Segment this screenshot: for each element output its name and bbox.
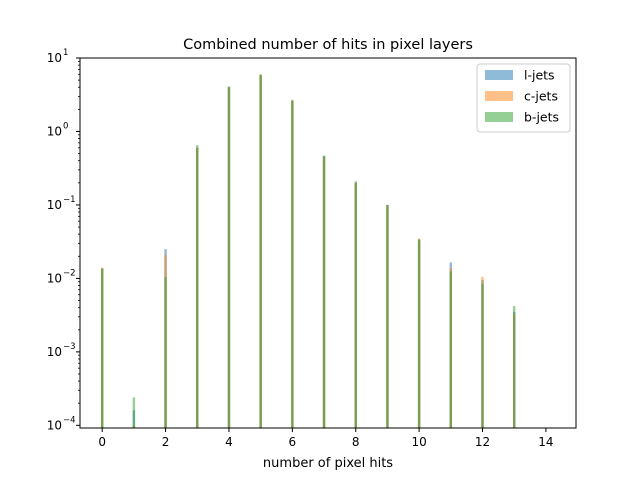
bar-b-jets-11 [449,271,453,428]
bar-b-jets-8 [354,181,357,428]
y-tick-label: 10 [47,51,62,65]
bar-b-jets-4 [227,86,231,428]
bar-b-jets-0 [100,268,104,428]
y-tick-exponent: 0 [63,121,68,131]
bar-b-jets-9 [386,204,389,428]
y-tick-label: 10 [47,271,62,285]
legend-swatch-b-jets [485,112,513,122]
bar-b-jets-10 [417,239,421,428]
x-tick-label: 6 [289,435,297,449]
x-tick-label: 14 [538,435,553,449]
y-tick-label: 10 [47,345,62,359]
chart-title: Combined number of hits in pixel layers [183,37,473,53]
y-tick-exponent: −4 [63,415,76,425]
bar-b-jets-6 [291,99,294,428]
legend-label-c-jets: c-jets [524,89,558,104]
legend-label-b-jets: b-jets [524,110,559,125]
x-tick-label: 8 [352,435,360,449]
y-tick-label: 10 [47,198,62,212]
x-tick-label: 10 [411,435,426,449]
x-axis: 0 2 4 6 8 10 12 14 [98,428,554,449]
x-tick-label: 2 [162,435,170,449]
x-tick-label: 0 [98,435,106,449]
y-tick-label: 10 [47,124,62,138]
x-axis-label: number of pixel hits [263,456,393,471]
legend-swatch-l-jets [485,70,513,80]
x-tick-label: 4 [225,435,233,449]
legend-swatch-c-jets [485,91,513,101]
y-tick-exponent: 1 [63,48,68,58]
bar-b-jets-1 [132,397,136,428]
legend: l-jets c-jets b-jets [476,63,571,133]
x-tick-label: 12 [475,435,490,449]
bar-b-jets-7 [322,155,326,428]
bar-b-jets-2 [164,276,167,428]
bars-group [100,74,516,429]
y-tick-label: 10 [47,418,62,432]
y-tick-exponent: −2 [63,268,76,278]
bar-b-jets-5 [259,74,262,429]
y-tick-exponent: −1 [63,195,76,205]
bar-b-jets-12 [481,283,484,428]
bar-b-jets-13 [513,306,516,428]
legend-label-l-jets: l-jets [524,68,555,83]
y-tick-exponent: −3 [63,342,76,352]
bar-b-jets-3 [196,145,199,428]
legend-items: l-jets c-jets b-jets [485,68,559,125]
